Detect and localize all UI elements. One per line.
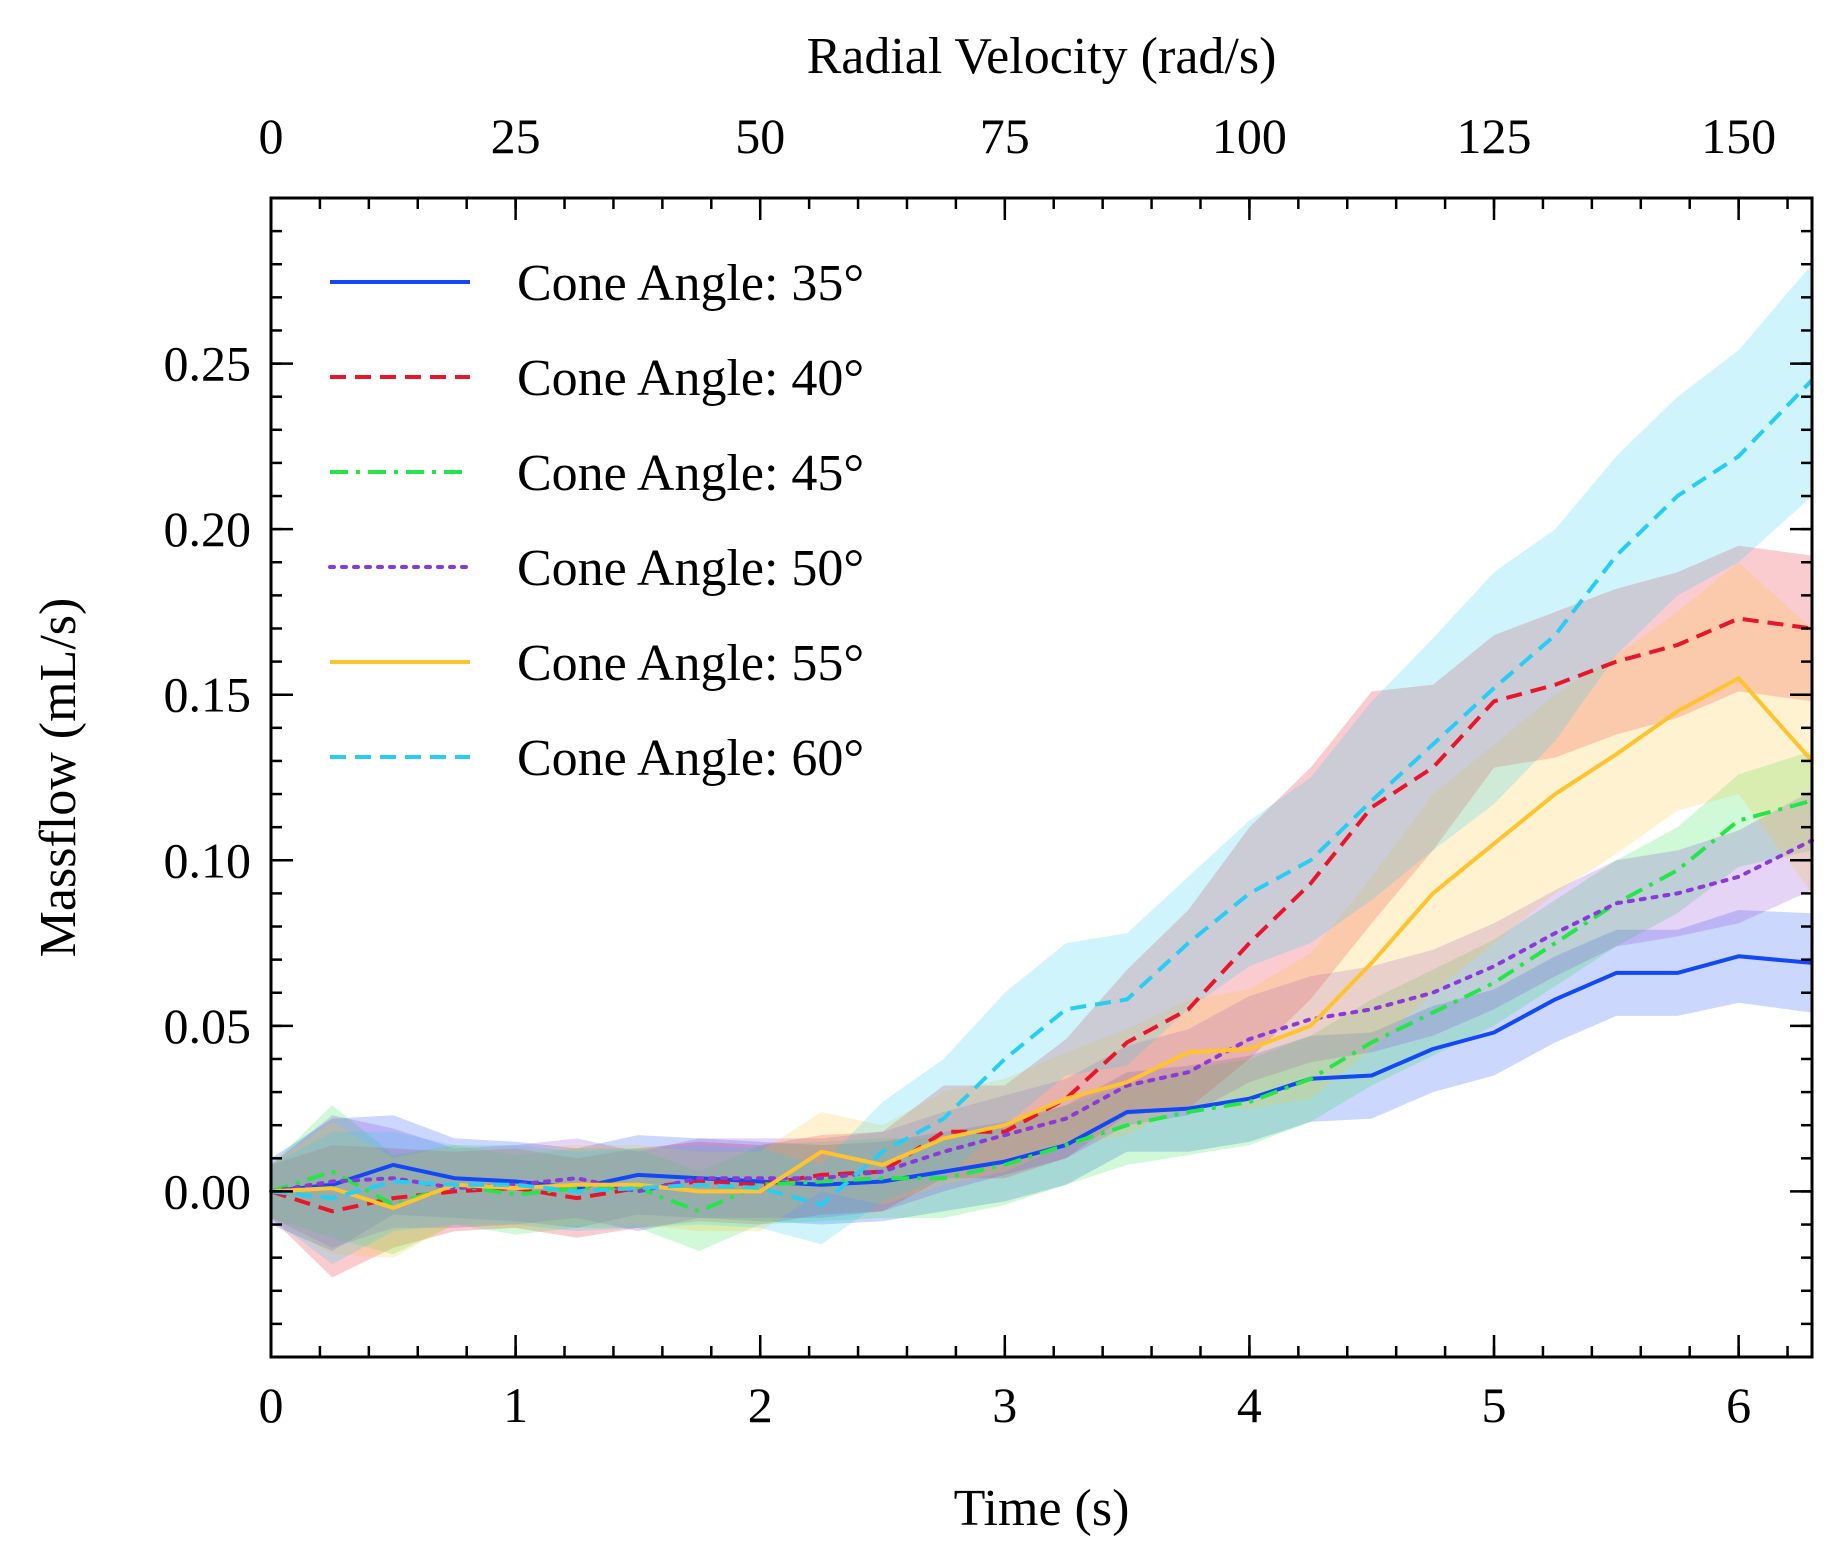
top-tick-label: 100 <box>1212 108 1287 164</box>
top-tick-label: 150 <box>1701 108 1776 164</box>
legend-label-4: Cone Angle: 50° <box>517 540 864 597</box>
legend-label-6: Cone Angle: 60° <box>517 730 864 787</box>
y-tick-label: 0.20 <box>164 501 252 557</box>
x-axis-label: Time (s) <box>954 1480 1130 1537</box>
y-tick-label: 0.15 <box>164 667 252 723</box>
x-tick-label: 0 <box>259 1377 284 1433</box>
y-axis-label: Massflow (mL/s) <box>30 598 87 958</box>
y-tick-label: 0.00 <box>164 1163 252 1219</box>
line-series-4 <box>269 838 1814 1194</box>
top-tick-label: 50 <box>735 108 785 164</box>
band-series-5 <box>271 562 1812 1258</box>
band-series-2 <box>271 545 1812 1278</box>
line-series-3 <box>270 798 1813 1214</box>
legend-label-2: Cone Angle: 40° <box>517 350 864 407</box>
top-tick-label: 25 <box>491 108 541 164</box>
tick-labels: 0 1 2 3 4 5 6 0 25 50 75 100 125 150 0.00 0.05 0.10 0.15 0… <box>164 108 1777 1433</box>
top-axis-label: Radial Velocity (rad/s) <box>807 28 1277 85</box>
x-tick-label: 4 <box>1237 1377 1262 1433</box>
legend-label-1: Cone Angle: 35° <box>517 255 864 312</box>
series-lines <box>269 378 1814 1214</box>
y-tick-label: 0.05 <box>164 998 252 1054</box>
x-tick-label: 1 <box>503 1377 528 1433</box>
line-series-2 <box>270 616 1813 1214</box>
band-series-6 <box>271 264 1812 1265</box>
top-tick-label: 125 <box>1457 108 1532 164</box>
x-tick-label: 5 <box>1482 1377 1507 1433</box>
band-series-4 <box>271 790 1812 1248</box>
legend-label-3: Cone Angle: 45° <box>517 445 864 502</box>
top-tick-label: 0 <box>259 108 284 164</box>
x-tick-label: 2 <box>748 1377 773 1433</box>
x-tick-label: 3 <box>992 1377 1017 1433</box>
line-series-6 <box>270 378 1814 1207</box>
plot-frame <box>269 196 1814 1359</box>
legend-label-5: Cone Angle: 55° <box>517 635 864 692</box>
legend: Cone Angle: 35° Cone Angle: 40° Cone Angle… <box>328 255 864 787</box>
y-tick-label: 0.10 <box>164 832 252 888</box>
band-series-1 <box>271 910 1812 1251</box>
x-tick-label: 6 <box>1726 1377 1751 1433</box>
top-tick-label: 75 <box>980 108 1030 164</box>
y-tick-label: 0.25 <box>164 336 252 392</box>
